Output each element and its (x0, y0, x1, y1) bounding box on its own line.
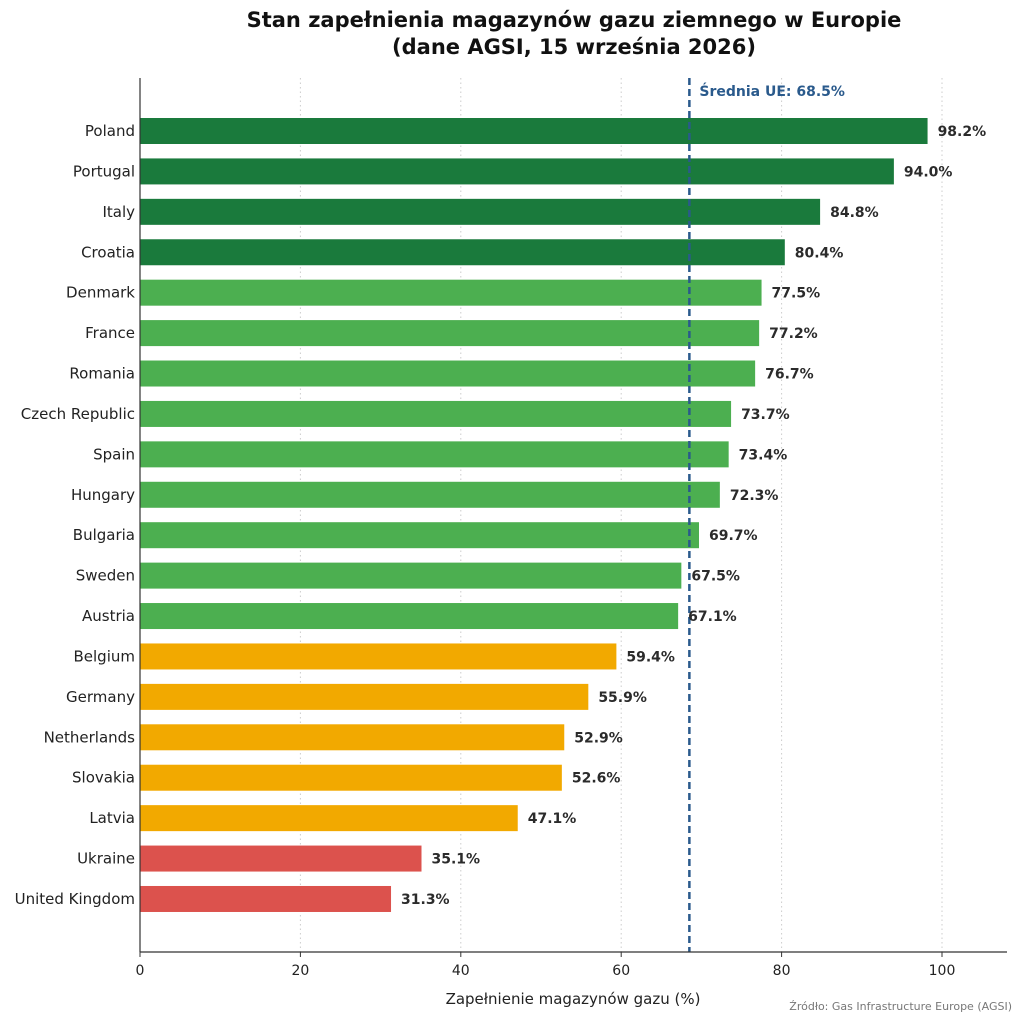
category-label: Hungary (71, 486, 135, 504)
reference-line-group: Średnia UE: 68.5% (688, 78, 845, 952)
bar-netherlands (140, 724, 565, 751)
x-tick-label: 0 (136, 963, 145, 979)
x-tick-label: 60 (612, 963, 630, 979)
bar-czech-republic (140, 400, 732, 427)
chart-title-line-1: Stan zapełnienia magazynów gazu ziemnego… (246, 8, 902, 32)
bar-latvia (140, 805, 518, 832)
bar-croatia (140, 239, 785, 266)
category-label: Latvia (89, 809, 135, 827)
category-label: Netherlands (44, 728, 136, 746)
bar-united-kingdom (140, 885, 392, 912)
value-label: 52.9% (574, 730, 623, 746)
value-label: 98.2% (938, 124, 987, 140)
bar-austria (140, 603, 679, 630)
category-label: Sweden (76, 567, 135, 585)
bar-poland (140, 118, 928, 144)
value-label: 47.1% (528, 811, 577, 827)
chart-title-line-2: (dane AGSI, 15 września 2026) (392, 35, 756, 59)
axes: 0 20 40 60 80 100 Zapełnienie magazynów gazu (… (136, 78, 1007, 1008)
category-label: Italy (102, 203, 135, 221)
x-tick-label: 80 (773, 963, 791, 979)
value-label: 94.0% (904, 164, 953, 180)
value-label: 35.1% (432, 852, 481, 868)
grid-lines (299, 78, 943, 952)
category-label: Slovakia (72, 769, 135, 787)
labels: Poland 98.2% Portugal 94.0% Italy 84.8% Croati… (15, 122, 987, 908)
x-axis-label: Zapełnienie magazynów gazu (%) (446, 990, 701, 1008)
value-label: 59.4% (626, 649, 675, 665)
category-label: Croatia (81, 243, 135, 261)
value-label: 52.6% (572, 771, 621, 787)
x-tick-label: 20 (291, 963, 309, 979)
category-label: United Kingdom (15, 890, 135, 908)
category-label: Poland (85, 122, 135, 140)
bar-france (140, 320, 760, 347)
value-label: 31.3% (401, 892, 450, 908)
category-label: Belgium (74, 647, 136, 665)
value-label: 55.9% (598, 690, 647, 706)
bars (140, 118, 928, 912)
category-label: France (85, 324, 135, 342)
category-label: Bulgaria (73, 526, 135, 544)
value-label: 72.3% (730, 488, 779, 504)
value-label: 67.5% (691, 569, 740, 585)
bar-sweden (140, 562, 682, 589)
bar-italy (140, 198, 821, 225)
value-label: 84.8% (830, 205, 879, 221)
bar-germany (140, 683, 589, 710)
value-label: 69.7% (709, 528, 758, 544)
value-label: 80.4% (795, 245, 844, 261)
bar-portugal (140, 158, 894, 185)
source-note: Źródło: Gas Infrastructure Europe (AGSI) (789, 1000, 1012, 1013)
category-label: Spain (93, 445, 135, 463)
bar-spain (140, 441, 729, 468)
value-label: 73.4% (739, 447, 788, 463)
bar-hungary (140, 481, 720, 508)
value-label: 67.1% (688, 609, 737, 625)
value-label: 76.7% (765, 367, 814, 383)
category-label: Denmark (66, 284, 135, 302)
category-label: Ukraine (77, 850, 135, 868)
category-label: Germany (66, 688, 135, 706)
value-label: 73.7% (741, 407, 790, 423)
value-label: 77.5% (772, 286, 821, 302)
x-tick-label: 40 (452, 963, 470, 979)
bar-bulgaria (140, 522, 699, 549)
value-label: 77.2% (769, 326, 818, 342)
category-label: Austria (82, 607, 135, 625)
bar-belgium (140, 643, 617, 670)
bar-denmark (140, 279, 762, 306)
bar-ukraine (140, 845, 422, 872)
reference-line-label: Średnia UE: 68.5% (699, 82, 845, 100)
x-tick-label: 100 (929, 963, 956, 979)
category-label: Romania (69, 365, 135, 383)
category-label: Czech Republic (21, 405, 135, 423)
category-label: Portugal (73, 162, 135, 180)
bar-romania (140, 360, 756, 387)
bar-slovakia (140, 764, 562, 791)
